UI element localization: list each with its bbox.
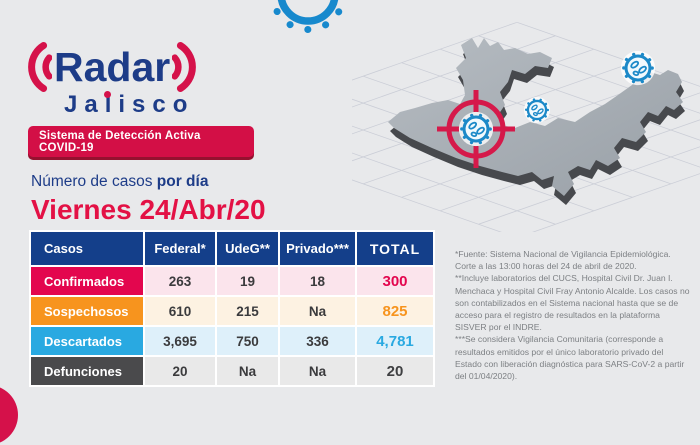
row-label: Descartados bbox=[29, 325, 145, 357]
cases-per-day-subtitle: Número de casos por día bbox=[31, 173, 266, 191]
row-label: Confirmados bbox=[29, 265, 145, 297]
cell-value: 20 bbox=[143, 355, 217, 387]
footnote-community: ***Se considera Vigilancia Comunitaria (… bbox=[455, 334, 685, 382]
coronavirus-icon-target bbox=[457, 110, 495, 148]
footnote-source: *Fuente: Sistema Nacional de Vigilancia … bbox=[455, 249, 671, 272]
cell-total: 300 bbox=[355, 265, 435, 297]
header-privado: Privado*** bbox=[278, 230, 357, 267]
cell-value: 750 bbox=[215, 325, 280, 357]
cell-value: Na bbox=[278, 355, 357, 387]
header-federal: Federal* bbox=[143, 230, 217, 267]
logo-i-dot bbox=[104, 91, 111, 98]
radar-waves-right-icon bbox=[172, 42, 197, 92]
covid-detection-banner: Sistema de Detección Activa COVID-19 bbox=[28, 126, 254, 158]
table-header-row: Casos Federal* UdeG** Privado*** TOTAL bbox=[29, 230, 435, 267]
cell-total: 825 bbox=[355, 295, 435, 327]
row-label: Defunciones bbox=[29, 355, 145, 387]
coronavirus-icon-small bbox=[522, 95, 552, 125]
decorative-red-circle bbox=[0, 385, 18, 445]
table-row-defunciones: Defunciones 20 Na Na 20 bbox=[29, 355, 435, 387]
logo-radar-text: Radar bbox=[54, 43, 171, 90]
footnote-labs: **Incluye laboratorios del CUCS, Hospita… bbox=[455, 273, 690, 333]
subtitle-regular: Número de casos bbox=[31, 173, 157, 190]
subtitle-bold: por día bbox=[156, 173, 209, 190]
footnotes-block: *Fuente: Sistema Nacional de Vigilancia … bbox=[455, 248, 692, 382]
header-total: TOTAL bbox=[355, 230, 435, 267]
cell-value: 610 bbox=[143, 295, 217, 327]
cell-value: Na bbox=[215, 355, 280, 387]
radar-waves-left-icon bbox=[28, 42, 52, 92]
header-udeg: UdeG** bbox=[215, 230, 280, 267]
table-row-sospechosos: Sospechosos 610 215 Na 825 bbox=[29, 295, 435, 327]
headline-block: Número de casos por día Viernes 24/Abr/2… bbox=[31, 173, 266, 226]
row-label: Sospechosos bbox=[29, 295, 145, 327]
coronavirus-icon-northeast bbox=[619, 49, 657, 87]
table-row-descartados: Descartados 3,695 750 336 4,781 bbox=[29, 325, 435, 357]
radar-jalisco-logo: Radar Jalisco Sistema de Detección Activ… bbox=[24, 40, 254, 158]
cell-value: 19 bbox=[215, 265, 280, 297]
cell-value: 215 bbox=[215, 295, 280, 327]
cases-table: Casos Federal* UdeG** Privado*** TOTAL C… bbox=[29, 230, 435, 387]
cell-total: 4,781 bbox=[355, 325, 435, 357]
decorative-virus-icon bbox=[269, 0, 347, 33]
report-date-title: Viernes 24/Abr/20 bbox=[31, 194, 266, 225]
cell-value: Na bbox=[278, 295, 357, 327]
cell-value: 336 bbox=[278, 325, 357, 357]
cell-total: 20 bbox=[355, 355, 435, 387]
cell-value: 3,695 bbox=[143, 325, 217, 357]
target-crosshair-icon bbox=[437, 90, 515, 168]
cell-value: 18 bbox=[278, 265, 357, 297]
header-casos: Casos bbox=[29, 230, 145, 267]
jalisco-map-illustration bbox=[208, 18, 700, 238]
table-row-confirmados: Confirmados 263 19 18 300 bbox=[29, 265, 435, 297]
cell-value: 263 bbox=[143, 265, 217, 297]
logo-jalisco-text: Jalisco bbox=[64, 91, 195, 118]
jalisco-state-map bbox=[208, 22, 700, 238]
